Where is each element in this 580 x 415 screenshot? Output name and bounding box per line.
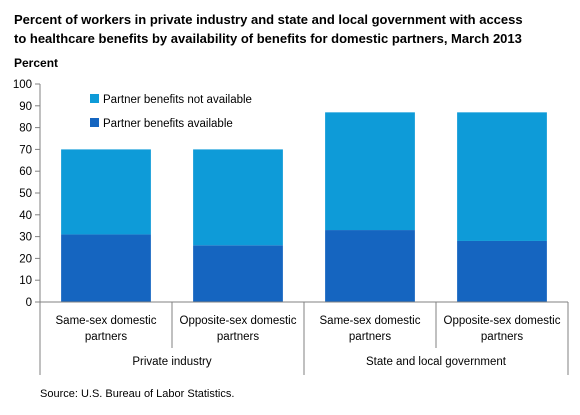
- bar-segment-series-1-cat-3: [457, 112, 547, 241]
- legend-swatch: [90, 94, 99, 103]
- x-tick-label: Same-sex domestic: [56, 315, 157, 327]
- bar-segment-series-0-cat-2: [325, 230, 415, 302]
- y-tick-label: 70: [19, 144, 32, 156]
- y-tick-label: 0: [26, 297, 32, 309]
- y-tick-label: 90: [19, 101, 32, 113]
- legend-label: Partner benefits available: [103, 118, 233, 130]
- x-tick-label: partners: [481, 331, 523, 343]
- y-tick-label: 20: [19, 253, 32, 265]
- group-label: State and local government: [366, 356, 507, 368]
- bar-segment-series-1-cat-2: [325, 112, 415, 231]
- group-label: Private industry: [132, 356, 212, 368]
- bar-segment-series-1-cat-0: [61, 149, 151, 235]
- x-tick-label: partners: [349, 331, 391, 343]
- x-tick-label: partners: [217, 331, 259, 343]
- y-tick-label: 100: [13, 79, 32, 91]
- bar-segment-series-0-cat-0: [61, 234, 151, 302]
- source-note: Source: U.S. Bureau of Labor Statistics.: [40, 388, 235, 400]
- chart-title-line-2: to healthcare benefits by availability o…: [14, 31, 522, 46]
- y-tick-label: 50: [19, 188, 32, 200]
- bar-segment-series-1-cat-1: [193, 149, 283, 246]
- bar-segment-series-0-cat-1: [193, 245, 283, 302]
- x-tick-label: Opposite-sex domestic: [180, 315, 297, 327]
- chart-title: Percent of workers in private industry a…: [14, 10, 574, 48]
- y-tick-label: 10: [19, 275, 32, 287]
- x-tick-label: partners: [85, 331, 127, 343]
- x-tick-label: Same-sex domestic: [320, 315, 421, 327]
- y-tick-label: 30: [19, 232, 32, 244]
- x-tick-label: Opposite-sex domestic: [444, 315, 561, 327]
- bar-segment-series-0-cat-3: [457, 240, 547, 302]
- y-tick-label: 40: [19, 210, 32, 222]
- y-tick-label: 60: [19, 166, 32, 178]
- y-axis-label: Percent: [14, 56, 59, 70]
- legend-label: Partner benefits not available: [103, 94, 252, 106]
- y-tick-label: 80: [19, 123, 32, 135]
- legend-swatch: [90, 118, 99, 127]
- chart-title-line-1: Percent of workers in private industry a…: [14, 12, 523, 27]
